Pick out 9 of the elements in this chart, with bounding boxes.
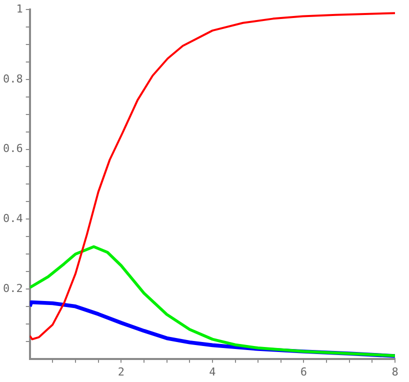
y-tick-label: 0.8 [2, 72, 23, 86]
x-tick-label: 4 [209, 365, 216, 378]
x-tick-label: 6 [300, 365, 308, 378]
x-tick-label: 8 [392, 365, 398, 378]
y-tick-label: 0.6 [2, 142, 23, 156]
y-tick-label: 0.2 [2, 282, 23, 295]
y-tick-label: 1 [16, 2, 23, 16]
x-tick-label: 2 [118, 365, 124, 378]
y-tick-label: 0.4 [2, 212, 24, 225]
